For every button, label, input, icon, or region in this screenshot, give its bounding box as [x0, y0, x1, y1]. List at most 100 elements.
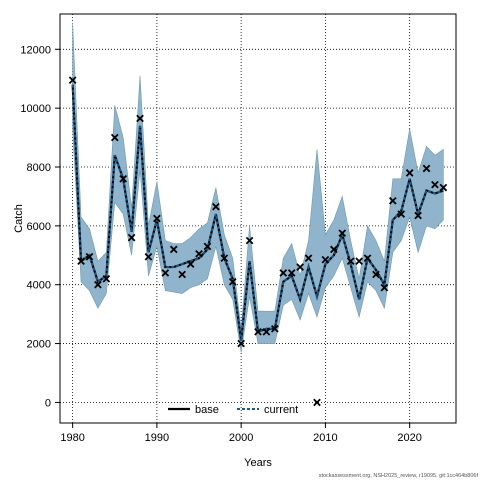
observed-point	[329, 245, 338, 254]
legend-base-label: base	[195, 404, 219, 416]
observed-point	[203, 242, 212, 251]
observed-point	[287, 269, 296, 277]
observed-point-stroke	[186, 260, 195, 268]
observed-point-stroke	[153, 214, 161, 223]
observed-point	[94, 280, 102, 289]
observed-point	[254, 327, 262, 336]
observed-point-stroke	[287, 269, 296, 277]
observed-point	[422, 164, 431, 173]
observed-point	[304, 254, 313, 263]
observed-point-stroke	[405, 169, 414, 177]
observed-point-stroke	[313, 398, 321, 407]
observed-point	[321, 255, 330, 264]
observed-point-stroke	[422, 164, 431, 173]
y-tick-label: 10000	[20, 103, 51, 115]
observed-point-stroke	[127, 233, 136, 242]
observed-point-stroke	[144, 252, 153, 261]
legend: base current	[168, 404, 298, 416]
observed-point-stroke	[195, 249, 203, 258]
confidence-band	[72, 22, 444, 353]
observed-point-stroke	[237, 339, 245, 348]
observed-point-stroke	[279, 269, 288, 277]
observed-point	[313, 398, 321, 407]
observed-point-stroke	[245, 236, 254, 245]
observed-point-stroke	[94, 280, 102, 289]
observed-point	[77, 257, 85, 266]
observed-point-stroke	[178, 270, 187, 279]
watermark-text: stockassessment.org, NSH2025_review, r19…	[318, 473, 478, 479]
observed-point	[169, 245, 178, 254]
observed-point	[68, 76, 77, 85]
observed-point	[363, 254, 372, 263]
y-axis-title: Catch	[13, 204, 25, 233]
observed-point	[186, 260, 195, 268]
observed-point-stroke	[346, 257, 355, 266]
observed-point-stroke	[414, 211, 422, 220]
observed-point-stroke	[220, 254, 229, 263]
observed-point	[380, 283, 389, 292]
observed-point-stroke	[321, 255, 330, 264]
observed-point-stroke	[329, 245, 338, 254]
y-tick-label: 6000	[27, 221, 51, 233]
observed-point-stroke	[304, 254, 313, 263]
confidence-band-area	[72, 22, 444, 353]
observed-point	[195, 249, 203, 258]
observed-point	[102, 274, 111, 283]
observed-point-stroke	[161, 269, 170, 277]
observed-point-stroke	[372, 270, 380, 279]
x-tick-label: 1980	[60, 432, 84, 444]
observed-point-stroke	[169, 245, 178, 254]
x-axis-title: Years	[244, 457, 272, 469]
axes: 1980 1990 2000 2010 2020 0 2000 4000 6000 8000 100…	[20, 44, 421, 444]
observed-point	[220, 254, 229, 263]
observed-point-stroke	[119, 174, 128, 183]
observed-point	[228, 277, 237, 286]
y-tick-label: 2000	[27, 339, 51, 351]
observed-point	[237, 339, 245, 348]
x-tick-label: 2020	[397, 432, 421, 444]
observed-point-stroke	[439, 183, 448, 192]
observed-point	[127, 233, 136, 242]
observed-markers	[68, 76, 448, 407]
observed-point	[153, 214, 161, 223]
observed-point	[405, 169, 414, 177]
observed-point	[271, 325, 279, 333]
observed-point-stroke	[85, 252, 94, 261]
observed-point	[212, 202, 220, 211]
plot-frame	[59, 13, 457, 424]
observed-point	[161, 269, 170, 277]
observed-point	[279, 269, 288, 277]
observed-point	[296, 263, 304, 271]
observed-point-stroke	[355, 257, 363, 266]
current-series-line	[71, 84, 444, 341]
observed-point-stroke	[212, 202, 220, 211]
observed-point-stroke	[77, 257, 85, 266]
observed-point	[397, 210, 406, 218]
observed-point	[439, 183, 448, 192]
series-lines	[71, 84, 444, 341]
observed-point	[85, 252, 94, 261]
observed-point-stroke	[397, 210, 406, 218]
observed-point	[262, 327, 271, 336]
observed-point-stroke	[296, 263, 304, 271]
observed-point	[388, 197, 397, 205]
observed-point	[136, 114, 144, 123]
observed-point-stroke	[110, 133, 119, 142]
y-tick-label: 8000	[27, 162, 51, 174]
x-tick-label: 2000	[229, 432, 253, 444]
observed-point-stroke	[363, 254, 372, 263]
observed-point-stroke	[431, 180, 439, 189]
observed-point-stroke	[254, 327, 262, 336]
observed-point-stroke	[68, 76, 77, 85]
observed-point-stroke	[338, 229, 347, 238]
y-tick-label: 12000	[20, 44, 51, 56]
observed-point	[245, 236, 254, 245]
x-tick-label: 1990	[145, 432, 169, 444]
observed-point-stroke	[262, 327, 271, 336]
x-tick-label: 2010	[313, 432, 337, 444]
observed-point	[346, 257, 355, 266]
observed-point	[338, 229, 347, 238]
observed-point	[119, 174, 128, 183]
observed-point-stroke	[388, 197, 397, 205]
